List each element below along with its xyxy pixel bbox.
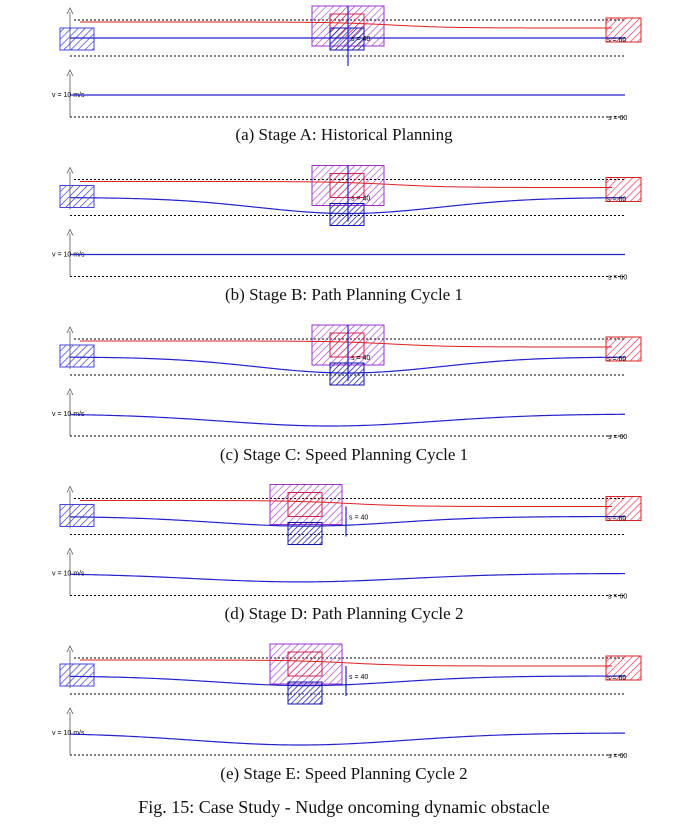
s-end-label: s = 60 xyxy=(607,356,626,363)
reference-line xyxy=(80,659,612,667)
speed-end-label: s = 60 xyxy=(608,753,627,760)
speed-label: v = 10 m/s xyxy=(52,411,85,418)
stage-a: s = 40 s = 60 v = 10 m/s s = 60 xyxy=(52,5,642,122)
path-axis-arrow xyxy=(66,7,74,15)
stage-e: s = 40 s = 60 v = 10 m/s s = 60 xyxy=(52,643,642,760)
obstacle-core xyxy=(287,492,323,517)
path-axis-arrow xyxy=(66,326,74,334)
s-end-label: s = 60 xyxy=(607,37,626,44)
s-mark-label: s = 40 xyxy=(351,196,370,203)
ego-vehicle-box xyxy=(329,362,365,386)
speed-label: v = 10 m/s xyxy=(52,252,85,259)
path-axis-arrow xyxy=(66,645,74,653)
obstacle-core xyxy=(329,332,365,358)
ego-start-box xyxy=(59,185,95,208)
speed-end-label: s = 60 xyxy=(608,434,627,441)
s-mark-label: s = 40 xyxy=(349,674,368,681)
planned-path xyxy=(69,675,626,687)
s-mark-label: s = 40 xyxy=(351,36,370,43)
planned-path xyxy=(69,515,626,527)
speed-end-label: s = 60 xyxy=(608,115,627,122)
s-end-label: s = 60 xyxy=(607,516,626,523)
reference-line xyxy=(80,500,612,507)
ego-start-box xyxy=(59,663,95,687)
reference-line xyxy=(80,340,612,348)
speed-end-label: s = 60 xyxy=(608,594,627,601)
ego-start-box xyxy=(59,344,95,368)
stage-b: s = 40 s = 60 v = 10 m/s s = 60 xyxy=(52,165,642,282)
ego-vehicle-box xyxy=(329,27,365,51)
caption-stage-a: (a) Stage A: Historical Planning xyxy=(235,125,453,144)
caption-stage-c: (c) Stage C: Speed Planning Cycle 1 xyxy=(219,445,469,464)
obstacle-core xyxy=(329,173,365,198)
speed-label: v = 10 m/s xyxy=(52,730,85,737)
figure-caption: Fig. 15: Case Study - Nudge oncoming dyn… xyxy=(138,797,550,817)
stages-canvas: s = 40 s = 60 v = 10 m/s s = 60 s = 40 s = 60… xyxy=(52,5,642,760)
s-mark-label: s = 40 xyxy=(349,515,368,522)
speed-profile xyxy=(69,732,626,746)
ego-vehicle-box xyxy=(287,681,323,705)
s-end-label: s = 60 xyxy=(607,197,626,204)
ego-vehicle-box xyxy=(287,522,323,545)
reference-line xyxy=(80,181,612,188)
speed-label: v = 10 m/s xyxy=(52,92,85,99)
speed-label: v = 10 m/s xyxy=(52,571,85,578)
speed-end-label: s = 60 xyxy=(608,275,627,282)
caption-stage-b: (b) Stage B: Path Planning Cycle 1 xyxy=(225,285,463,304)
path-axis-arrow xyxy=(66,485,74,493)
reference-line xyxy=(80,21,612,29)
speed-axis-arrow xyxy=(66,69,74,77)
s-end-label: s = 60 xyxy=(607,675,626,682)
s-mark-label: s = 40 xyxy=(351,355,370,362)
speed-axis-arrow xyxy=(66,228,74,236)
path-axis-arrow xyxy=(66,166,74,174)
ego-start-box xyxy=(59,504,95,527)
ego-vehicle-box xyxy=(329,203,365,226)
speed-profile xyxy=(69,572,625,583)
obstacle-core xyxy=(287,651,323,677)
ego-start-box xyxy=(59,27,95,51)
speed-axis-arrow xyxy=(66,707,74,715)
speed-profile xyxy=(69,413,626,427)
stage-d: s = 40 s = 60 v = 10 m/s s = 60 xyxy=(52,484,642,601)
caption-stage-d: (d) Stage D: Path Planning Cycle 2 xyxy=(224,604,464,623)
caption-stage-e: (e) Stage E: Speed Planning Cycle 2 xyxy=(220,764,468,783)
speed-axis-arrow xyxy=(66,388,74,396)
speed-axis-arrow xyxy=(66,547,74,555)
stage-c: s = 40 s = 60 v = 10 m/s s = 60 xyxy=(52,324,642,441)
